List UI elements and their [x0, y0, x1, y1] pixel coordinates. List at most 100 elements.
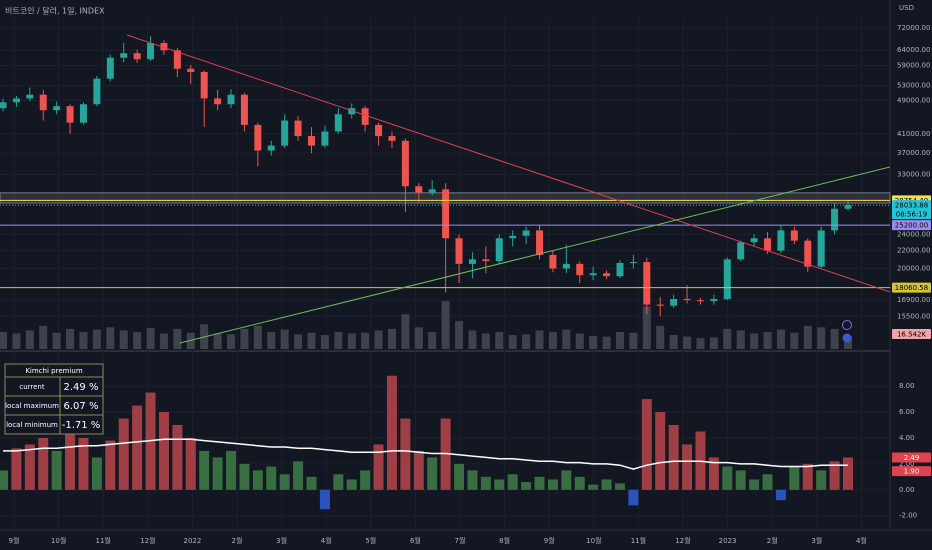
event-icon[interactable] — [842, 320, 852, 330]
volume-bar — [535, 330, 544, 349]
premium-bar — [534, 476, 545, 490]
volume-bar — [844, 336, 852, 349]
candle-body — [415, 186, 423, 193]
table-frame — [4, 363, 104, 435]
volume-bar — [790, 332, 799, 349]
candle-body — [629, 262, 637, 264]
price-tag-text: 25200.00 — [895, 222, 928, 230]
candle-body — [307, 136, 315, 146]
premium-bar — [816, 470, 827, 490]
grid — [0, 18, 890, 530]
premium-bar — [78, 437, 89, 490]
x-tick-label: 11월 — [96, 536, 111, 545]
premium-bar — [722, 466, 733, 490]
unit-label: USD — [899, 4, 914, 12]
x-tick-label: 4월 — [321, 536, 332, 545]
x-tick-label: 7월 — [455, 536, 466, 545]
x-tick-label: 2월 — [232, 536, 243, 545]
candle-body — [536, 230, 544, 255]
candle-body — [106, 57, 114, 79]
x-tick-label: 12월 — [140, 536, 155, 545]
price-tag-text: 08:56:19 — [896, 211, 927, 219]
volume-bar — [562, 329, 571, 349]
volume-bar — [307, 332, 316, 349]
premium-bar — [480, 476, 491, 490]
volume-bar — [683, 336, 692, 349]
premium-bar — [829, 461, 840, 490]
candle-body — [227, 94, 235, 105]
candle-body — [147, 43, 155, 60]
volume-bar — [414, 327, 423, 349]
table-title: Kimchi premium — [25, 367, 82, 375]
volume-bar — [441, 301, 450, 349]
volume-bar — [320, 335, 329, 349]
premium-bar — [360, 470, 371, 490]
volume-bar — [696, 338, 705, 349]
premium-bar — [319, 489, 330, 510]
price-tag-text: 18060.58 — [895, 284, 928, 292]
premium-bar — [494, 479, 505, 490]
volume-bar — [723, 328, 732, 349]
premium-bar — [708, 457, 719, 490]
chart-title: 비트코인 / 달러, 1일, INDEX — [5, 6, 105, 16]
premium-bar — [588, 484, 599, 490]
candle-body — [468, 259, 476, 264]
y-tick-label: 59000.00 — [897, 62, 930, 70]
volume-bar — [66, 328, 75, 349]
y-tick-label: 20000.00 — [897, 265, 930, 273]
table-cell: 6.07 % — [64, 401, 99, 412]
volume-bar — [133, 331, 142, 349]
volume-bar — [52, 332, 61, 349]
candle-body — [401, 140, 409, 187]
premium-bar — [668, 425, 679, 490]
y-tick-label: 53000.00 — [897, 82, 930, 90]
volume-bar — [401, 314, 410, 349]
premium-bar — [561, 470, 572, 490]
x-tick-label: 3월 — [811, 536, 822, 545]
volume-bar — [79, 331, 88, 349]
candle-body — [375, 124, 383, 137]
y-tick-label: -2.00 — [899, 512, 917, 520]
candle-body — [750, 238, 758, 243]
price-tag — [892, 282, 931, 293]
y-tick-label: 6.00 — [899, 408, 915, 416]
x-tick-label: 12월 — [675, 536, 690, 545]
volume-bar — [213, 333, 222, 349]
candle-body — [93, 78, 101, 105]
premium-bar — [252, 470, 263, 490]
y-tick-label: 8.00 — [899, 382, 915, 390]
premium-bar — [239, 463, 250, 490]
volume-bar — [548, 331, 557, 349]
premium-bar — [91, 457, 102, 490]
candle-body — [281, 120, 289, 146]
candle-body — [214, 98, 222, 105]
premium-bar — [802, 463, 813, 490]
premium-bar — [454, 463, 465, 490]
candle-body — [723, 259, 731, 299]
candle-body — [133, 53, 141, 60]
plot — [0, 36, 891, 510]
price-tag-text: 16.542K — [897, 331, 926, 339]
price-tag — [892, 209, 931, 220]
volume-bar — [656, 325, 665, 349]
candle-body — [0, 102, 7, 109]
candle-body — [589, 273, 597, 276]
y-tick-label: 24000.00 — [897, 230, 930, 238]
y-tick-label: 22000.00 — [897, 247, 930, 255]
candle-body — [616, 262, 624, 277]
table-cell: 2.49 % — [64, 382, 99, 393]
premium-bar — [775, 489, 786, 501]
flag-icon[interactable] — [842, 333, 852, 343]
volume-bar — [709, 337, 718, 349]
volume-bar — [173, 328, 182, 349]
table-cell: -1.71 % — [62, 420, 101, 431]
x-tick-label: 11월 — [631, 536, 646, 545]
moving-average — [3, 438, 848, 470]
volume-bar — [428, 331, 437, 349]
premium-bar — [373, 444, 384, 490]
volume-bar — [253, 325, 262, 349]
volume-bar — [106, 327, 115, 349]
premium-bar — [762, 474, 773, 490]
volume-bar — [186, 332, 195, 349]
x-tick-label: 2022 — [183, 537, 201, 545]
